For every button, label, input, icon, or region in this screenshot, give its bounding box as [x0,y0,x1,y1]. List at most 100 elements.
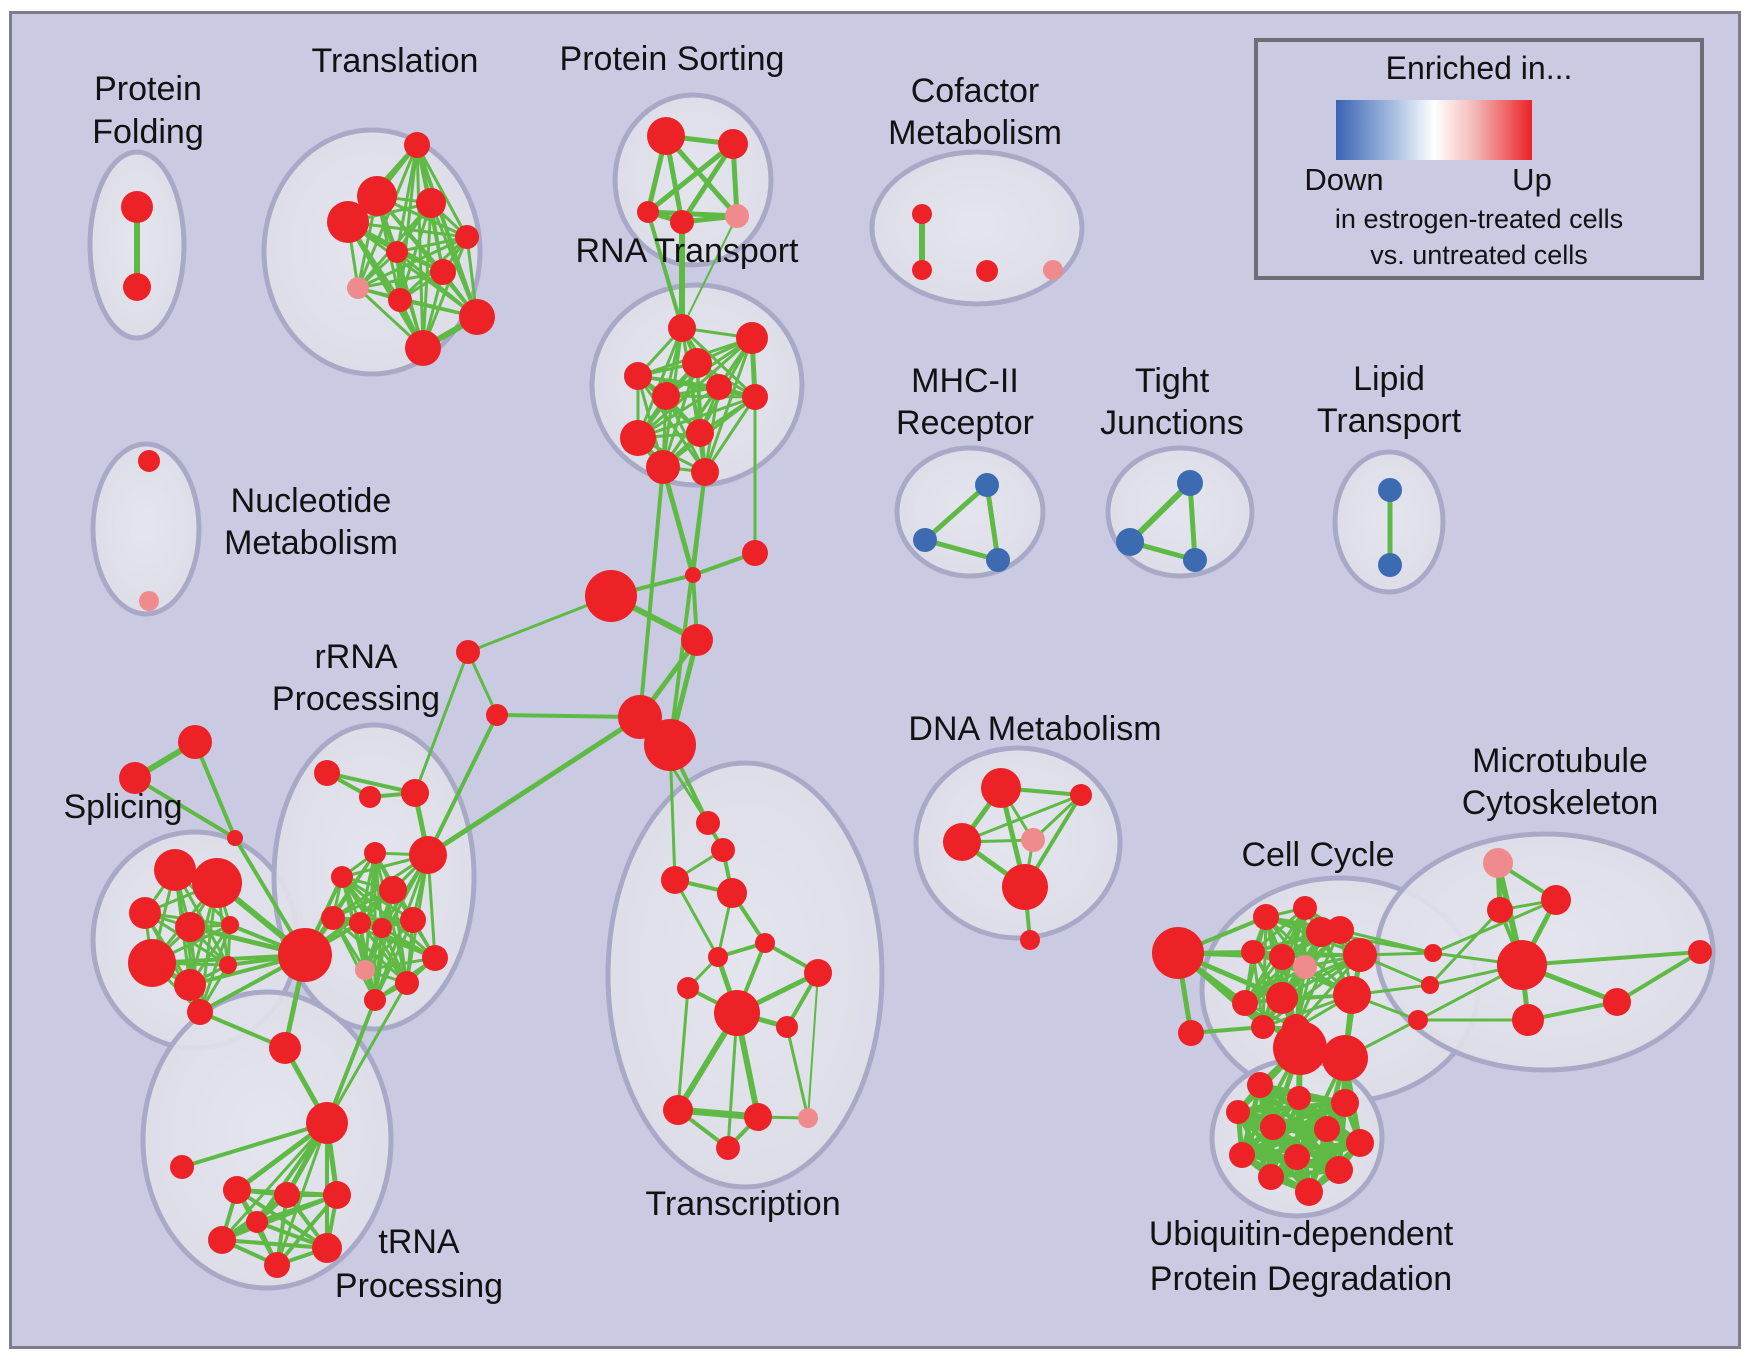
gene-set-node [714,990,760,1036]
gene-set-node [663,1095,693,1125]
legend-up-label: Up [1512,162,1552,197]
gene-set-node [154,849,196,891]
gene-set-node [1002,864,1048,910]
gene-set-node [1293,896,1317,920]
edge [358,921,409,985]
legend-title: Enriched in... [1385,50,1573,86]
edge [676,986,690,1112]
gene-set-node [388,288,412,312]
edge [679,141,736,225]
gene-set-node [409,836,447,874]
gene-set-node [219,956,237,974]
edge [426,713,499,857]
gene-set-node [1070,784,1092,806]
nodes-layer [119,117,1712,1278]
gene-set-node [776,1016,798,1038]
gene-set-node [620,420,656,456]
gene-set-node [323,1181,351,1209]
gene-set-node [711,838,735,862]
gene-set-node [716,1136,740,1160]
edge [356,235,469,290]
gene-set-node [386,241,408,263]
gene-set-node [327,201,369,243]
gene-set-node [1247,1072,1273,1098]
gene-set-node [221,916,239,934]
gene-set-node [913,528,937,552]
gene-set-node [1346,1129,1374,1157]
cluster-ellipse-mhc-ii-receptor [894,445,1046,579]
gene-set-node [405,330,441,366]
gene-set-node [264,1252,290,1278]
gene-set-node [686,419,714,447]
cluster-label-dna-metabolism: DNA Metabolism [908,710,1161,748]
gene-set-node [138,450,160,472]
edge [415,143,469,239]
gene-set-node [725,204,749,228]
gene-set-node [306,1102,348,1144]
gene-set-node [1322,1035,1368,1081]
gene-set-node [416,188,446,218]
gene-set-node [174,969,206,1001]
edge [331,916,409,985]
cluster-label-rna-transport: RNA Transport [576,232,800,270]
gene-set-node [717,878,747,908]
gene-set-node [1152,927,1204,979]
edge [681,215,738,329]
gene-set-node [696,811,720,835]
cluster-label-protein-folding: Protein Folding [92,70,204,151]
gene-set-node [187,999,213,1025]
edge [220,1121,329,1242]
cluster-label-protein-sorting: Protein Sorting [560,40,785,78]
gene-set-node [312,1233,342,1263]
edge [660,464,696,578]
gene-set-node [912,260,932,280]
gene-set-node [912,204,932,224]
edge [345,219,426,351]
gene-set-node [269,1032,301,1064]
gene-set-node [637,201,659,223]
gene-set-node [1020,930,1040,950]
edge [180,1121,329,1169]
gene-set-node [1487,897,1513,923]
edge [1294,928,1342,1030]
edge [703,395,757,474]
gene-set-node [742,540,768,566]
gene-set-node [456,640,480,664]
gene-set-node [278,928,332,982]
cluster-label-lipid-transport: Lipid Transport [1317,360,1462,440]
gene-set-node [1043,260,1063,280]
gene-set-node [175,912,205,942]
edge [425,714,643,858]
edge [1239,1126,1330,1158]
gene-set-node [321,906,345,930]
gene-set-node [347,277,369,299]
gene-set-node [646,450,680,484]
gene-set-node [1253,904,1279,930]
gene-set-node [1314,1116,1340,1142]
edge [1428,908,1502,987]
gene-set-node [379,876,407,904]
gene-set-node [1378,478,1402,502]
gene-set-node [706,374,732,400]
gene-set-node [1260,1114,1286,1140]
edge [373,918,415,1002]
edge [646,210,684,330]
cluster-label-splicing: Splicing [63,788,182,826]
gene-set-node [400,907,426,933]
edge [807,972,819,1119]
gene-set-node [1116,528,1144,556]
edge [785,1025,810,1120]
gene-set-node [1408,1010,1428,1030]
gene-set-node [943,823,981,861]
cluster-label-rrna-processing: rRNA Processing [272,638,440,718]
gene-set-node [129,897,161,929]
edge [193,740,237,840]
cluster-label-cell-cycle: Cell Cycle [1241,836,1394,874]
legend-subtitle-line1: in estrogen-treated cells [1334,204,1624,234]
gene-set-node [1331,1089,1359,1117]
gene-set-node [422,945,448,971]
gene-set-node [644,719,696,771]
cluster-label-ubiquitin-degradation: Ubiquitin-dependent Protein Degradation [1149,1215,1454,1298]
gene-set-node [1266,982,1298,1014]
gene-set-node [395,971,419,995]
